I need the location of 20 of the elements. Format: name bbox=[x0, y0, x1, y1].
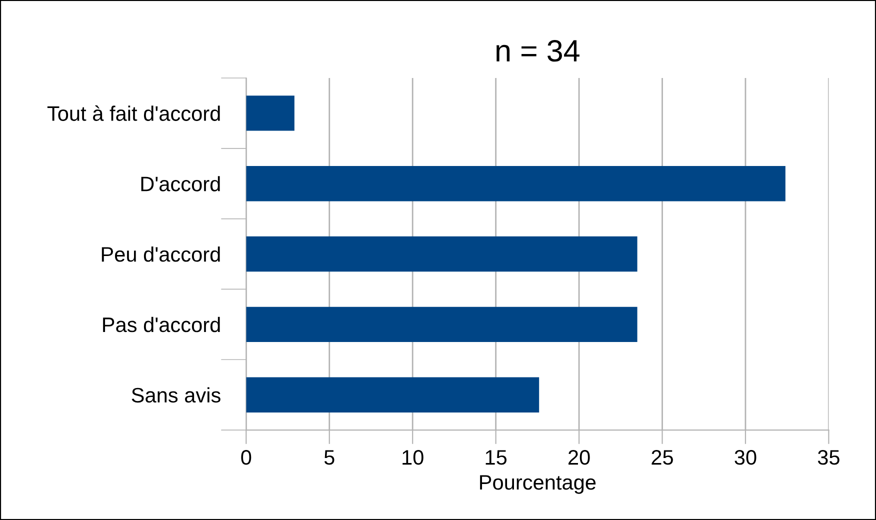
chart-title: n = 34 bbox=[496, 40, 580, 62]
x-axis-title: Pourcentage bbox=[480, 475, 596, 494]
x-tick-label: 20 bbox=[568, 450, 590, 465]
x-tick-label: 35 bbox=[818, 450, 840, 465]
x-tick-label: 25 bbox=[652, 450, 673, 465]
y-tick-label: Peu d'accord bbox=[102, 246, 220, 262]
bar bbox=[246, 377, 540, 412]
y-tick-label: D'accord bbox=[141, 176, 220, 192]
bar bbox=[246, 236, 638, 272]
x-tick-label: 30 bbox=[734, 450, 756, 465]
bar bbox=[246, 166, 786, 202]
bar bbox=[246, 96, 294, 131]
y-tick-label: Sans avis bbox=[132, 387, 220, 403]
x-tick-label: 0 bbox=[241, 450, 252, 465]
x-tick-label: 10 bbox=[402, 450, 424, 465]
x-tick-label: 15 bbox=[486, 450, 507, 465]
y-tick-label: Tout à fait d'accord bbox=[47, 105, 220, 121]
bar bbox=[246, 306, 638, 342]
x-tick-label: 5 bbox=[324, 450, 334, 465]
y-tick-label: Pas d'accord bbox=[103, 316, 220, 332]
